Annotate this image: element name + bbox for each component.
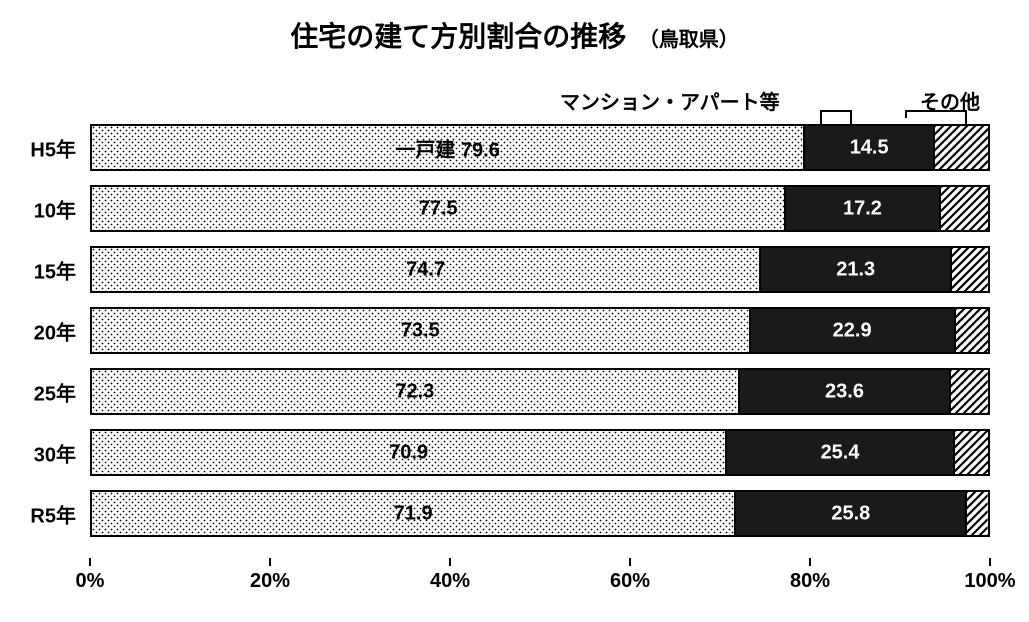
segment-other — [941, 187, 988, 230]
segment-value: 25.8 — [831, 502, 870, 525]
bar-row: R5年71.925.8 — [90, 490, 990, 537]
bar-row: 10年77.517.2 — [90, 185, 990, 232]
segment-value: 一戸建 79.6 — [395, 133, 499, 162]
y-axis-label: 10年 — [34, 194, 76, 223]
segment-detached: 74.7 — [92, 248, 761, 291]
legend-leader-other-v2 — [905, 110, 907, 118]
bar-row: 25年72.323.6 — [90, 368, 990, 415]
bar-row: H5年一戸建 79.614.5 — [90, 124, 990, 171]
segment-value: 14.5 — [850, 136, 889, 159]
y-axis-label: 15年 — [34, 255, 76, 284]
chart-title-sub: （鳥取県） — [639, 29, 739, 51]
bar-row: 15年74.721.3 — [90, 246, 990, 293]
y-axis-label: 20年 — [34, 316, 76, 345]
x-tick-mark — [449, 558, 451, 566]
segment-value: 21.3 — [836, 258, 875, 281]
bar-track: 70.9 25.4 — [90, 429, 990, 476]
segment-value: 22.9 — [833, 319, 872, 342]
chart-container: 住宅の建て方別割合の推移 （鳥取県） マンション・アパート等 その他 H5年一戸… — [0, 0, 1029, 622]
segment-other — [935, 126, 988, 169]
bar-track: 72.3 23.6 — [90, 368, 990, 415]
x-tick-mark — [809, 558, 811, 566]
bar-track: 73.5 22.9 — [90, 307, 990, 354]
bar-track: 71.9 25.8 — [90, 490, 990, 537]
x-tick-label: 80% — [790, 570, 830, 593]
segment-apartment: 17.2 — [786, 187, 940, 230]
x-tick-mark — [989, 558, 991, 566]
segment-value: 23.6 — [825, 380, 864, 403]
legend-apartment: マンション・アパート等 — [560, 86, 780, 115]
segment-value: 25.4 — [821, 441, 860, 464]
legend-leader-other-h — [905, 110, 965, 112]
segment-detached: 70.9 — [92, 431, 727, 474]
segment-apartment: 21.3 — [761, 248, 952, 291]
segment-detached: 一戸建 79.6 — [92, 126, 805, 169]
segment-apartment: 14.5 — [805, 126, 935, 169]
segment-detached: 73.5 — [92, 309, 751, 352]
plot-area: H5年一戸建 79.614.510年77.517.215年74.721.320年… — [90, 124, 990, 554]
bar-track: 74.7 21.3 — [90, 246, 990, 293]
x-tick-label: 0% — [76, 570, 105, 593]
segment-apartment: 22.9 — [751, 309, 956, 352]
y-axis-label: 25年 — [34, 377, 76, 406]
y-axis-label: H5年 — [30, 133, 76, 162]
bar-row: 30年70.925.4 — [90, 429, 990, 476]
chart-title-main: 住宅の建て方別割合の推移 — [290, 21, 626, 52]
legend-leader-apartment-h — [820, 110, 850, 112]
x-tick-label: 20% — [250, 570, 290, 593]
segment-other — [956, 309, 988, 352]
segment-other — [951, 370, 988, 413]
x-tick-label: 100% — [964, 570, 1015, 593]
y-axis-label: 30年 — [34, 438, 76, 467]
segment-value: 71.9 — [394, 502, 433, 525]
x-tick-mark — [89, 558, 91, 566]
segment-other — [952, 248, 988, 291]
chart-title: 住宅の建て方別割合の推移 （鳥取県） — [0, 15, 1029, 55]
x-tick-mark — [269, 558, 271, 566]
bar-track: 一戸建 79.6 14.5 — [90, 124, 990, 171]
segment-value: 70.9 — [389, 441, 428, 464]
x-tick-label: 40% — [430, 570, 470, 593]
segment-value: 17.2 — [843, 197, 882, 220]
y-axis-label: R5年 — [30, 499, 76, 528]
segment-value: 72.3 — [395, 380, 434, 403]
bar-row: 20年73.522.9 — [90, 307, 990, 354]
x-tick-label: 60% — [610, 570, 650, 593]
segment-other — [967, 492, 988, 535]
segment-detached: 72.3 — [92, 370, 740, 413]
bar-track: 77.5 17.2 — [90, 185, 990, 232]
segment-detached: 77.5 — [92, 187, 786, 230]
segment-value: 74.7 — [406, 258, 445, 281]
segment-apartment: 23.6 — [740, 370, 951, 413]
x-tick-mark — [629, 558, 631, 566]
segment-apartment: 25.8 — [736, 492, 967, 535]
segment-value: 73.5 — [401, 319, 440, 342]
segment-apartment: 25.4 — [727, 431, 955, 474]
segment-detached: 71.9 — [92, 492, 736, 535]
segment-value: 77.5 — [419, 197, 458, 220]
segment-other — [955, 431, 988, 474]
